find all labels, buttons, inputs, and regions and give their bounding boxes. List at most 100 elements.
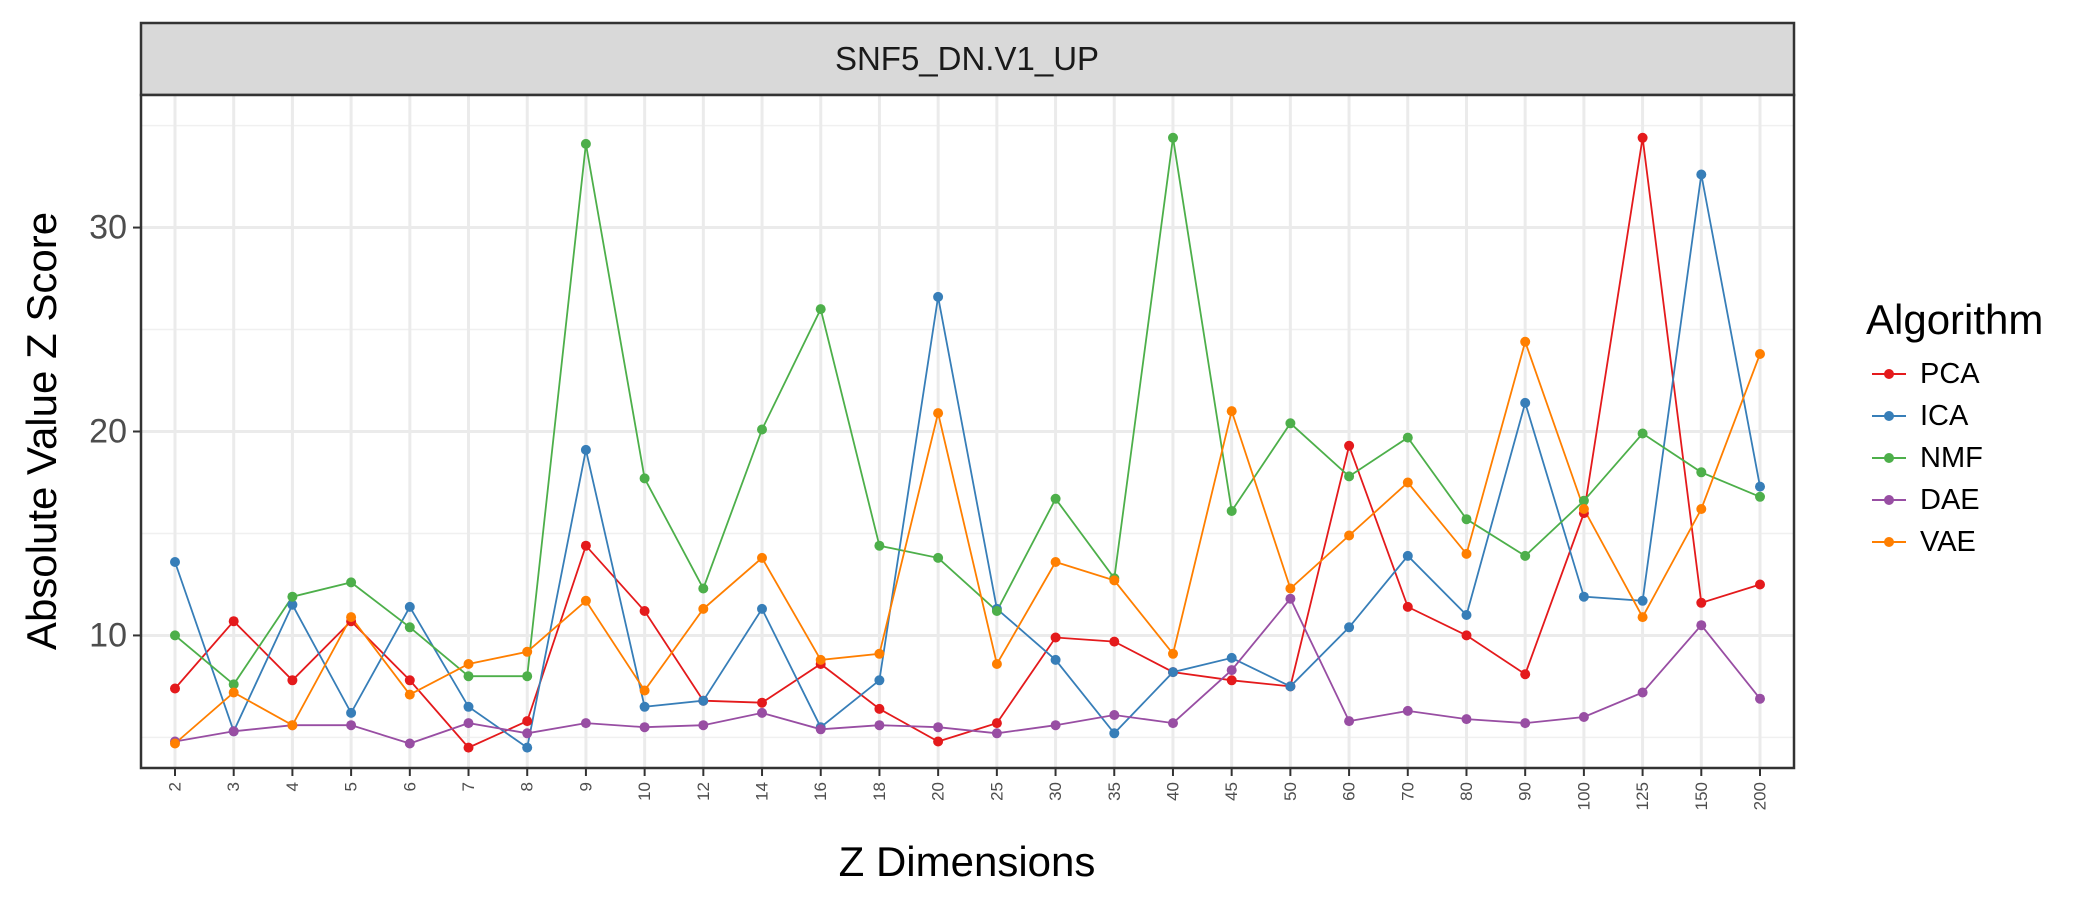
data-point-dae [1696,620,1707,631]
x-tick-label: 18 [870,782,889,801]
x-tick-label: 200 [1751,782,1770,810]
data-point-nmf [757,424,767,435]
data-point-nmf [874,540,885,551]
series-line-ica [174,174,1761,750]
series-lines [174,137,1761,750]
x-tick-label: 60 [1340,782,1359,801]
data-point-ica [346,707,357,718]
x-tick-label: 14 [753,782,772,801]
data-point-nmf [1637,428,1648,439]
data-point-pca [1520,669,1531,680]
x-tick-label: 90 [1516,782,1535,801]
x-tick-label: 10 [635,782,654,801]
data-point-dae [1637,687,1648,698]
data-point-ica [580,444,591,455]
y-tick-label: 10 [89,616,127,654]
data-point-nmf [346,577,357,588]
data-point-vae [1109,575,1120,586]
data-point-vae [580,595,591,606]
y-axis-title: Absolute Value Z Score [18,212,65,650]
x-tick-label: 12 [694,782,713,801]
data-point-nmf [1402,432,1413,443]
data-point-vae [1168,648,1178,659]
legend-key-point [1884,369,1894,379]
legend-label-vae: VAE [1920,526,1976,558]
data-point-vae [463,659,474,669]
data-point-pca [580,540,591,551]
data-point-dae [404,738,415,749]
data-point-dae [522,728,533,739]
data-point-ica [933,291,944,302]
data-point-pca [1637,132,1648,143]
data-point-ica [1520,397,1531,408]
data-point-ica [170,557,180,567]
data-point-vae [1285,583,1296,594]
facet-strip-label: SNF5_DN.V1_UP [835,40,1099,77]
data-point-nmf [1520,550,1531,561]
x-axis: 2 3 4 5 6 7 8 9 10 12 14 16 18 20 25 30 35 40 45 50 60 70 80 90… [166,768,1770,810]
data-point-nmf [463,671,474,682]
series-line-nmf [174,137,1761,686]
y-tick-label: 30 [89,209,127,247]
data-point-dae [1109,710,1120,720]
data-point-pca [933,736,944,747]
data-point-ica [287,599,298,610]
data-point-nmf [1050,493,1061,504]
data-point-pca [1696,597,1707,608]
data-point-vae [1226,406,1237,417]
data-point-nmf [933,552,944,563]
data-point-dae [346,720,357,731]
data-point-dae [991,728,1002,739]
data-point-vae [522,646,533,657]
data-point-vae [1344,530,1355,541]
data-point-pca [522,716,533,727]
data-point-ica [1755,481,1765,492]
data-point-dae [1461,714,1472,725]
x-tick-label: 7 [459,782,478,791]
data-point-dae [639,722,650,733]
series-line-pca [174,137,1761,749]
data-point-dae [1755,693,1765,704]
data-point-pca [1344,440,1355,451]
data-point-vae [1578,504,1589,514]
data-point-ica [1461,610,1472,620]
data-point-nmf [1226,506,1237,516]
series-points [170,132,1765,753]
series-line-vae [174,338,1761,745]
x-tick-label: 5 [342,782,361,791]
x-tick-label: 40 [1163,782,1182,801]
data-point-vae [1461,548,1472,559]
x-tick-label: 150 [1692,782,1711,810]
y-axis: 10 20 30 [89,209,141,654]
data-point-nmf [698,583,709,594]
data-point-vae [170,738,180,749]
data-point-dae [815,724,826,735]
data-point-ica [1285,681,1296,692]
legend-label-ica: ICA [1920,400,1969,432]
y-tick-label: 20 [89,413,127,451]
legend-key-point [1884,411,1894,421]
data-point-dae [1578,712,1589,722]
data-point-dae [228,726,239,737]
data-point-vae [698,603,709,614]
data-point-nmf [815,304,826,315]
x-tick-label: 8 [518,782,537,791]
grid-lines [141,95,1794,768]
data-point-ica [698,695,709,706]
data-point-pca [463,742,474,753]
x-tick-label: 70 [1398,782,1417,801]
x-tick-label: 2 [166,782,185,791]
data-point-dae [874,720,885,731]
data-point-vae [346,612,357,623]
x-tick-label: 16 [811,782,830,801]
data-point-dae [580,718,591,729]
data-point-ica [463,701,474,712]
data-point-nmf [1696,467,1707,478]
data-point-vae [1755,349,1765,359]
data-point-ica [1109,728,1120,739]
data-point-pca [639,606,650,616]
data-point-pca [1050,632,1061,643]
data-point-ica [1696,169,1707,180]
data-point-ica [1578,591,1589,602]
